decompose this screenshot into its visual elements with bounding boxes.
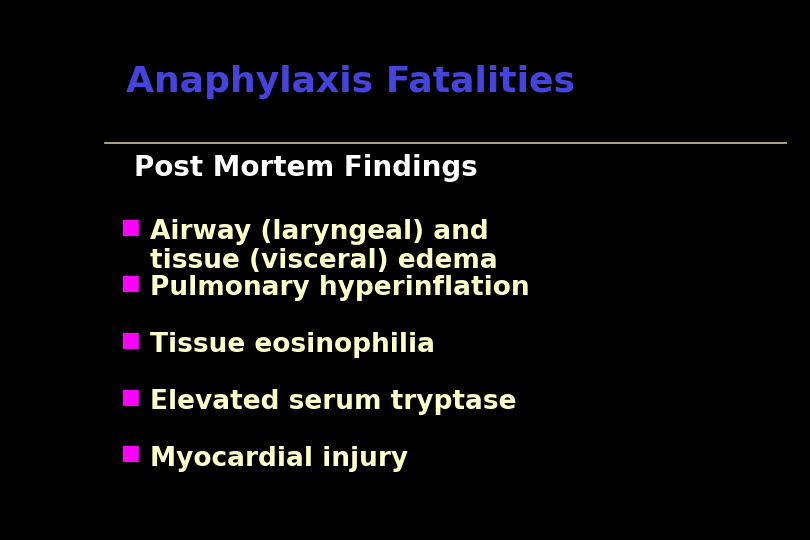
Text: Myocardial injury: Myocardial injury xyxy=(150,446,408,471)
Text: Post Mortem Findings: Post Mortem Findings xyxy=(134,154,477,182)
Text: ■: ■ xyxy=(120,443,139,463)
Text: ■: ■ xyxy=(120,273,139,293)
Text: Airway (laryngeal) and: Airway (laryngeal) and xyxy=(150,219,488,245)
Text: tissue (visceral) edema: tissue (visceral) edema xyxy=(150,248,497,274)
Text: ■: ■ xyxy=(120,217,139,237)
Text: ■: ■ xyxy=(120,387,139,407)
Text: Anaphylaxis Fatalities: Anaphylaxis Fatalities xyxy=(126,65,574,99)
Text: Elevated serum tryptase: Elevated serum tryptase xyxy=(150,389,516,415)
Text: Tissue eosinophilia: Tissue eosinophilia xyxy=(150,332,435,358)
Text: ■: ■ xyxy=(120,330,139,350)
Text: Pulmonary hyperinflation: Pulmonary hyperinflation xyxy=(150,275,530,301)
